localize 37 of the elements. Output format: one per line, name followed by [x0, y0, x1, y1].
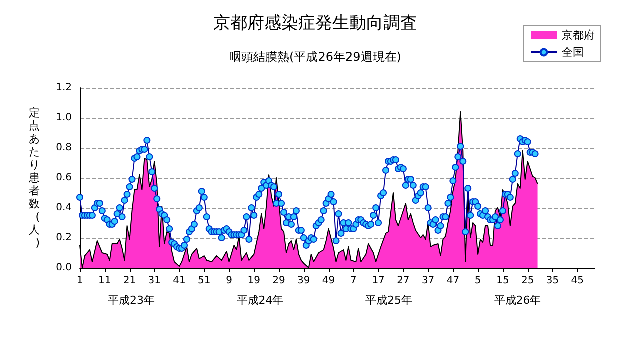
x-tick-label: 5	[474, 276, 482, 286]
text: 平成25年	[366, 294, 412, 307]
text: 平成26年	[494, 294, 542, 307]
chart-subtitle: 咽頭結膜熱(平成26年29週現在)	[230, 50, 402, 64]
x-tick-label: 9	[226, 276, 232, 286]
x-tick-label: 19	[248, 276, 261, 286]
x-tick-label: 15	[496, 276, 510, 286]
x-tick-label: 47	[446, 276, 460, 286]
x-tick-label: 11	[98, 276, 112, 286]
x-tick-label: 17	[372, 276, 385, 286]
x-tick-label: 25	[521, 276, 534, 286]
y-tick-label: 1.2	[56, 82, 72, 94]
legend-label: 京都府	[562, 29, 595, 42]
y-tick-label: 0.4	[56, 202, 72, 214]
x-tick-label: 31	[148, 276, 162, 286]
text: 平成23年	[108, 294, 155, 307]
y-tick-label: 0.6	[56, 172, 72, 184]
x-tick-label: 37	[422, 276, 435, 286]
y-tick-label: 0.2	[56, 232, 72, 244]
x-tick-label: 35	[546, 276, 560, 286]
x-tick-label: 7	[350, 276, 357, 286]
y-tick-label: 0.8	[56, 142, 72, 154]
chart-title: 京都府感染症発生動向調査	[214, 14, 418, 34]
text: 定点あたり患者数(人)	[29, 106, 40, 250]
x-tick-label: 21	[123, 276, 136, 286]
y-tick-label: 1.0	[56, 112, 72, 124]
x-tick-label: 39	[298, 276, 310, 286]
x-tick-label: 27	[397, 276, 410, 286]
x-tick-label: 1	[76, 276, 84, 286]
x-tick-label: 51	[198, 276, 211, 286]
x-tick-label: 49	[322, 276, 336, 286]
x-tick-label: 29	[272, 276, 286, 286]
y-tick-label: 0.0	[56, 262, 72, 274]
text: 平成24年	[236, 294, 284, 307]
x-tick-label: 45	[571, 276, 584, 286]
legend-label: 全国	[562, 46, 584, 59]
x-tick-label: 41	[173, 276, 186, 286]
